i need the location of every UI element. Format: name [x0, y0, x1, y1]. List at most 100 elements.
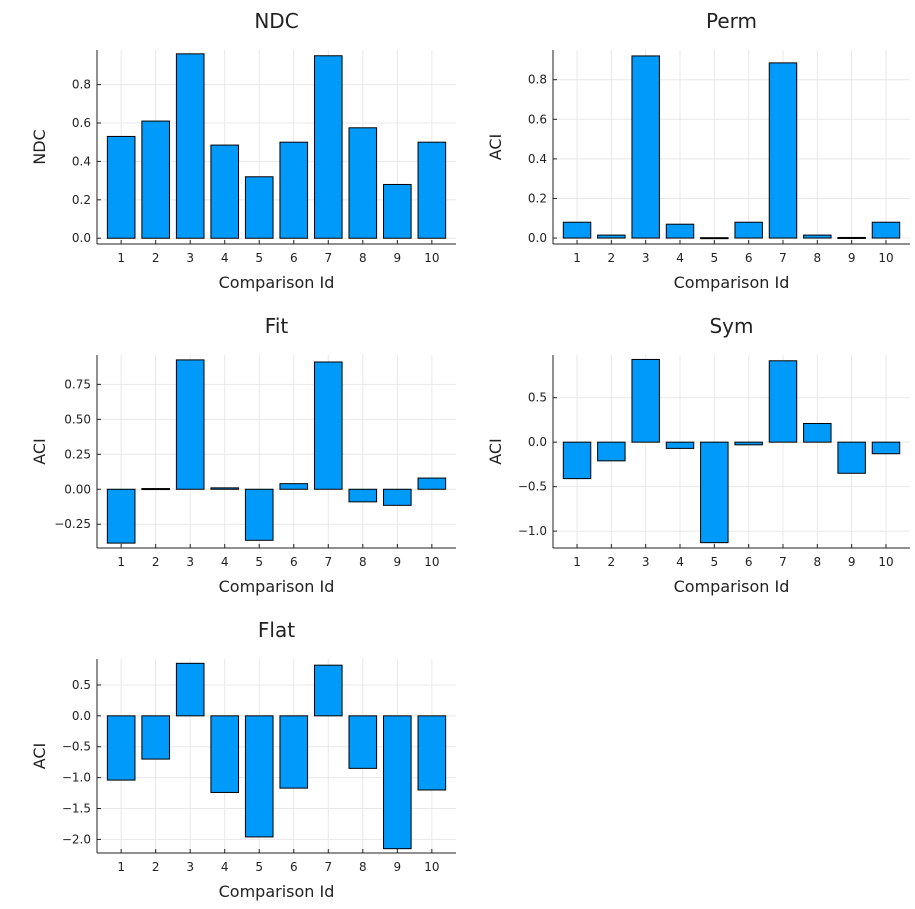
- chart-title: Fit: [265, 314, 289, 338]
- bar-5: [701, 442, 728, 543]
- x-tick-label: 1: [573, 251, 581, 265]
- x-axis-label: Comparison Id: [219, 882, 335, 901]
- x-tick-label: 3: [186, 860, 194, 874]
- bar-4: [211, 145, 239, 238]
- x-tick-label: 9: [848, 555, 856, 569]
- x-axis-label: Comparison Id: [219, 577, 335, 596]
- bar-5: [245, 489, 273, 540]
- x-tick-label: 6: [745, 251, 753, 265]
- bar-6: [280, 716, 308, 788]
- x-tick-label: 7: [779, 555, 787, 569]
- x-tick-label: 3: [186, 251, 194, 265]
- subplot-flat: −2.0 −1.5 −1.0 −0.5 0.0 0.5 1 2 3 4 5 6 7 8 9 10 Flat Com…: [30, 618, 456, 901]
- bar-10: [418, 478, 446, 489]
- subplot-perm: 0.0 0.2 0.4 0.6 0.8 1 2 3 4 5 6 7 8 9 10 Perm Comparison…: [486, 9, 910, 292]
- x-tick-label: 5: [255, 555, 263, 569]
- y-tick-label: 0.0: [528, 435, 547, 449]
- y-tick-label: 0.00: [64, 482, 91, 496]
- bar-9: [838, 237, 865, 238]
- x-tick-label: 8: [813, 555, 821, 569]
- x-tick-label: 2: [152, 251, 160, 265]
- y-tick-label: −0.25: [54, 517, 91, 531]
- x-tick-label: 2: [608, 555, 616, 569]
- y-axis-label: NDC: [30, 129, 49, 164]
- x-tick-label: 1: [117, 555, 125, 569]
- x-tick-label: 8: [359, 555, 367, 569]
- bar-3: [176, 54, 204, 238]
- y-tick-label: 0.8: [528, 73, 547, 87]
- bar-6: [735, 442, 762, 445]
- x-tick-label: 2: [152, 860, 160, 874]
- x-tick-label: 5: [711, 555, 719, 569]
- x-tick-label: 5: [255, 860, 263, 874]
- x-tick-label: 9: [393, 860, 401, 874]
- bar-8: [349, 128, 377, 238]
- x-axis-label: Comparison Id: [674, 577, 790, 596]
- y-tick-label: 0.4: [528, 152, 547, 166]
- chart-title: Flat: [258, 618, 295, 642]
- y-tick-label: −1.5: [62, 802, 91, 816]
- bar-2: [142, 489, 170, 490]
- bar-4: [666, 224, 693, 238]
- y-tick-label: −1.0: [62, 771, 91, 785]
- x-tick-label: 8: [359, 251, 367, 265]
- bar-7: [314, 665, 342, 716]
- x-tick-label: 3: [186, 555, 194, 569]
- x-tick-label: 1: [117, 860, 125, 874]
- y-tick-label: −1.0: [518, 524, 547, 538]
- bar-5: [701, 238, 728, 239]
- bar-3: [176, 360, 204, 489]
- x-axis-label: Comparison Id: [674, 273, 790, 292]
- x-axis-label: Comparison Id: [219, 273, 335, 292]
- y-tick-label: 0.75: [64, 377, 91, 391]
- x-tick-label: 10: [878, 251, 893, 265]
- bar-4: [211, 488, 239, 489]
- x-tick-label: 6: [290, 555, 298, 569]
- x-tick-label: 2: [608, 251, 616, 265]
- x-tick-label: 2: [152, 555, 160, 569]
- x-tick-label: 7: [779, 251, 787, 265]
- bar-7: [314, 56, 342, 238]
- bar-1: [107, 136, 135, 238]
- x-tick-label: 4: [221, 555, 229, 569]
- bar-3: [176, 663, 204, 716]
- y-tick-label: 0.4: [72, 154, 91, 168]
- bar-9: [384, 716, 412, 849]
- bar-8: [349, 716, 377, 769]
- x-tick-label: 5: [255, 251, 263, 265]
- x-tick-label: 9: [848, 251, 856, 265]
- bar-9: [384, 184, 412, 238]
- y-tick-label: −0.5: [518, 480, 547, 494]
- y-tick-label: 0.8: [72, 78, 91, 92]
- bar-1: [107, 716, 135, 780]
- subplot-ndc: 0.0 0.2 0.4 0.6 0.8 1 2 3 4 5 6 7 8 9 10 NDC Comparison …: [30, 9, 456, 292]
- y-tick-label: 0.2: [72, 193, 91, 207]
- x-tick-label: 6: [745, 555, 753, 569]
- subplot-sym: −1.0 −0.5 0.0 0.5 1 2 3 4 5 6 7 8 9 10 Sym Comparison I…: [486, 314, 910, 596]
- x-tick-label: 7: [324, 555, 332, 569]
- bar-1: [107, 489, 135, 543]
- bar-3: [632, 359, 659, 442]
- bar-4: [666, 442, 693, 448]
- bar-7: [314, 362, 342, 489]
- x-tick-label: 3: [642, 251, 650, 265]
- y-axis-label: ACI: [30, 743, 49, 770]
- x-tick-label: 10: [424, 860, 439, 874]
- bar-2: [142, 121, 170, 238]
- bar-5: [245, 177, 273, 238]
- x-tick-label: 1: [117, 251, 125, 265]
- bar-7: [769, 63, 796, 238]
- y-tick-label: −2.0: [62, 832, 91, 846]
- y-axis-label: ACI: [486, 438, 505, 465]
- chart-title: Sym: [709, 314, 753, 338]
- x-tick-label: 3: [642, 555, 650, 569]
- x-tick-label: 7: [324, 251, 332, 265]
- x-tick-label: 7: [324, 860, 332, 874]
- x-tick-label: 10: [424, 251, 439, 265]
- x-tick-label: 10: [878, 555, 893, 569]
- x-tick-label: 5: [711, 251, 719, 265]
- chart-title: NDC: [254, 9, 298, 33]
- y-tick-label: 0.50: [64, 412, 91, 426]
- y-tick-label: 0.25: [64, 447, 91, 461]
